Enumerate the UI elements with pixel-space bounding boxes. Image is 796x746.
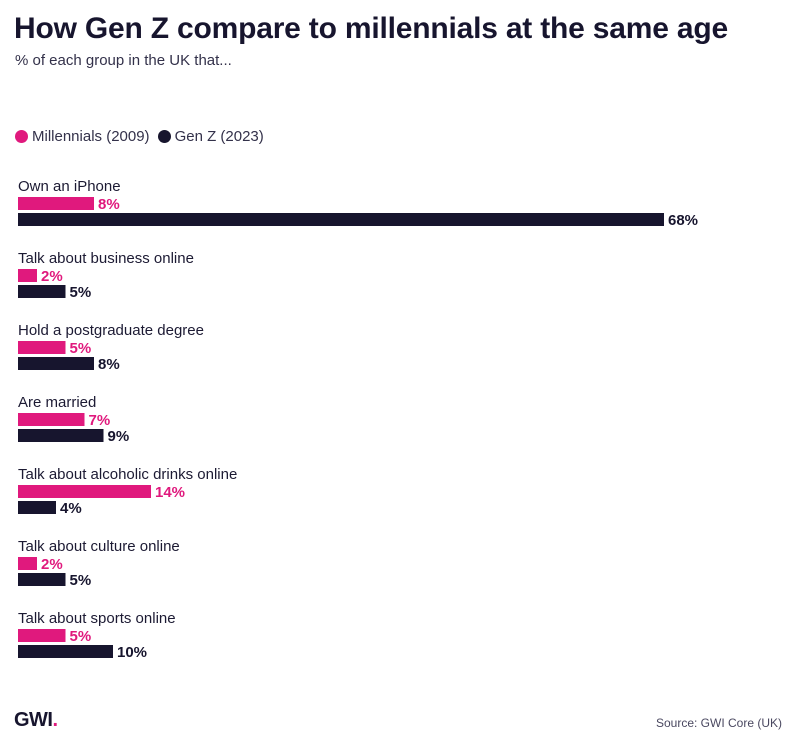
- bar-millennials-own-an-iphone: [18, 197, 94, 210]
- value-label-millennials-talk-about-alcoholic-drinks-online: 14%: [155, 484, 185, 501]
- value-label-genz-talk-about-culture-online: 5%: [70, 572, 92, 589]
- category-label-hold-a-postgraduate-degree: Hold a postgraduate degree: [18, 322, 204, 339]
- category-label-talk-about-sports-online: Talk about sports online: [18, 610, 176, 627]
- logo-text: GWI: [14, 709, 53, 731]
- bar-millennials-talk-about-culture-online: [18, 557, 37, 570]
- category-label-talk-about-alcoholic-drinks-online: Talk about alcoholic drinks online: [18, 466, 237, 483]
- category-label-talk-about-business-online: Talk about business online: [18, 250, 194, 267]
- legend-swatch-genz: [157, 130, 171, 143]
- value-label-millennials-talk-about-business-online: 2%: [41, 268, 63, 285]
- bar-millennials-talk-about-business-online: [18, 269, 37, 282]
- bar-genz-talk-about-culture-online: [18, 573, 66, 586]
- value-label-millennials-own-an-iphone: 8%: [98, 196, 120, 213]
- value-label-genz-are-married: 9%: [108, 428, 130, 445]
- bar-millennials-are-married: [18, 413, 85, 426]
- legend-item-millennials: Millennials (2009): [15, 128, 150, 145]
- legend-swatch-millennials: [15, 130, 28, 143]
- legend-label-millennials: Millennials (2009): [32, 128, 150, 145]
- bar-millennials-hold-a-postgraduate-degree: [18, 341, 66, 354]
- category-label-talk-about-culture-online: Talk about culture online: [18, 538, 180, 555]
- bar-genz-talk-about-business-online: [18, 285, 66, 298]
- bar-genz-are-married: [18, 429, 104, 442]
- value-label-genz-own-an-iphone: 68%: [668, 212, 698, 229]
- value-label-genz-talk-about-business-online: 5%: [70, 284, 92, 301]
- category-label-are-married: Are married: [18, 394, 96, 411]
- bar-genz-own-an-iphone: [18, 213, 664, 226]
- chart-title: How Gen Z compare to millennials at the …: [14, 12, 728, 45]
- category-label-own-an-iphone: Own an iPhone: [18, 178, 121, 195]
- value-label-millennials-talk-about-sports-online: 5%: [70, 628, 92, 645]
- source-note: Source: GWI Core (UK): [655, 716, 782, 730]
- value-label-genz-talk-about-sports-online: 10%: [117, 644, 147, 661]
- bar-genz-hold-a-postgraduate-degree: [18, 357, 94, 370]
- value-label-millennials-talk-about-culture-online: 2%: [41, 556, 63, 573]
- value-label-genz-hold-a-postgraduate-degree: 8%: [98, 356, 120, 373]
- chart-subtitle: % of each group in the UK that...: [15, 52, 232, 69]
- bar-millennials-talk-about-alcoholic-drinks-online: [18, 485, 151, 498]
- legend-label-genz: Gen Z (2023): [174, 128, 264, 145]
- bar-millennials-talk-about-sports-online: [18, 629, 66, 642]
- value-label-millennials-are-married: 7%: [89, 412, 111, 429]
- legend: Millennials (2009) Gen Z (2023): [15, 128, 272, 145]
- value-label-millennials-hold-a-postgraduate-degree: 5%: [70, 340, 92, 357]
- value-label-genz-talk-about-alcoholic-drinks-online: 4%: [60, 500, 82, 517]
- logo-dot: .: [52, 709, 59, 731]
- bar-genz-talk-about-sports-online: [18, 645, 113, 658]
- legend-item-genz: Gen Z (2023): [157, 128, 264, 145]
- gwi-logo: GWI.: [14, 709, 58, 732]
- bar-genz-talk-about-alcoholic-drinks-online: [18, 501, 56, 514]
